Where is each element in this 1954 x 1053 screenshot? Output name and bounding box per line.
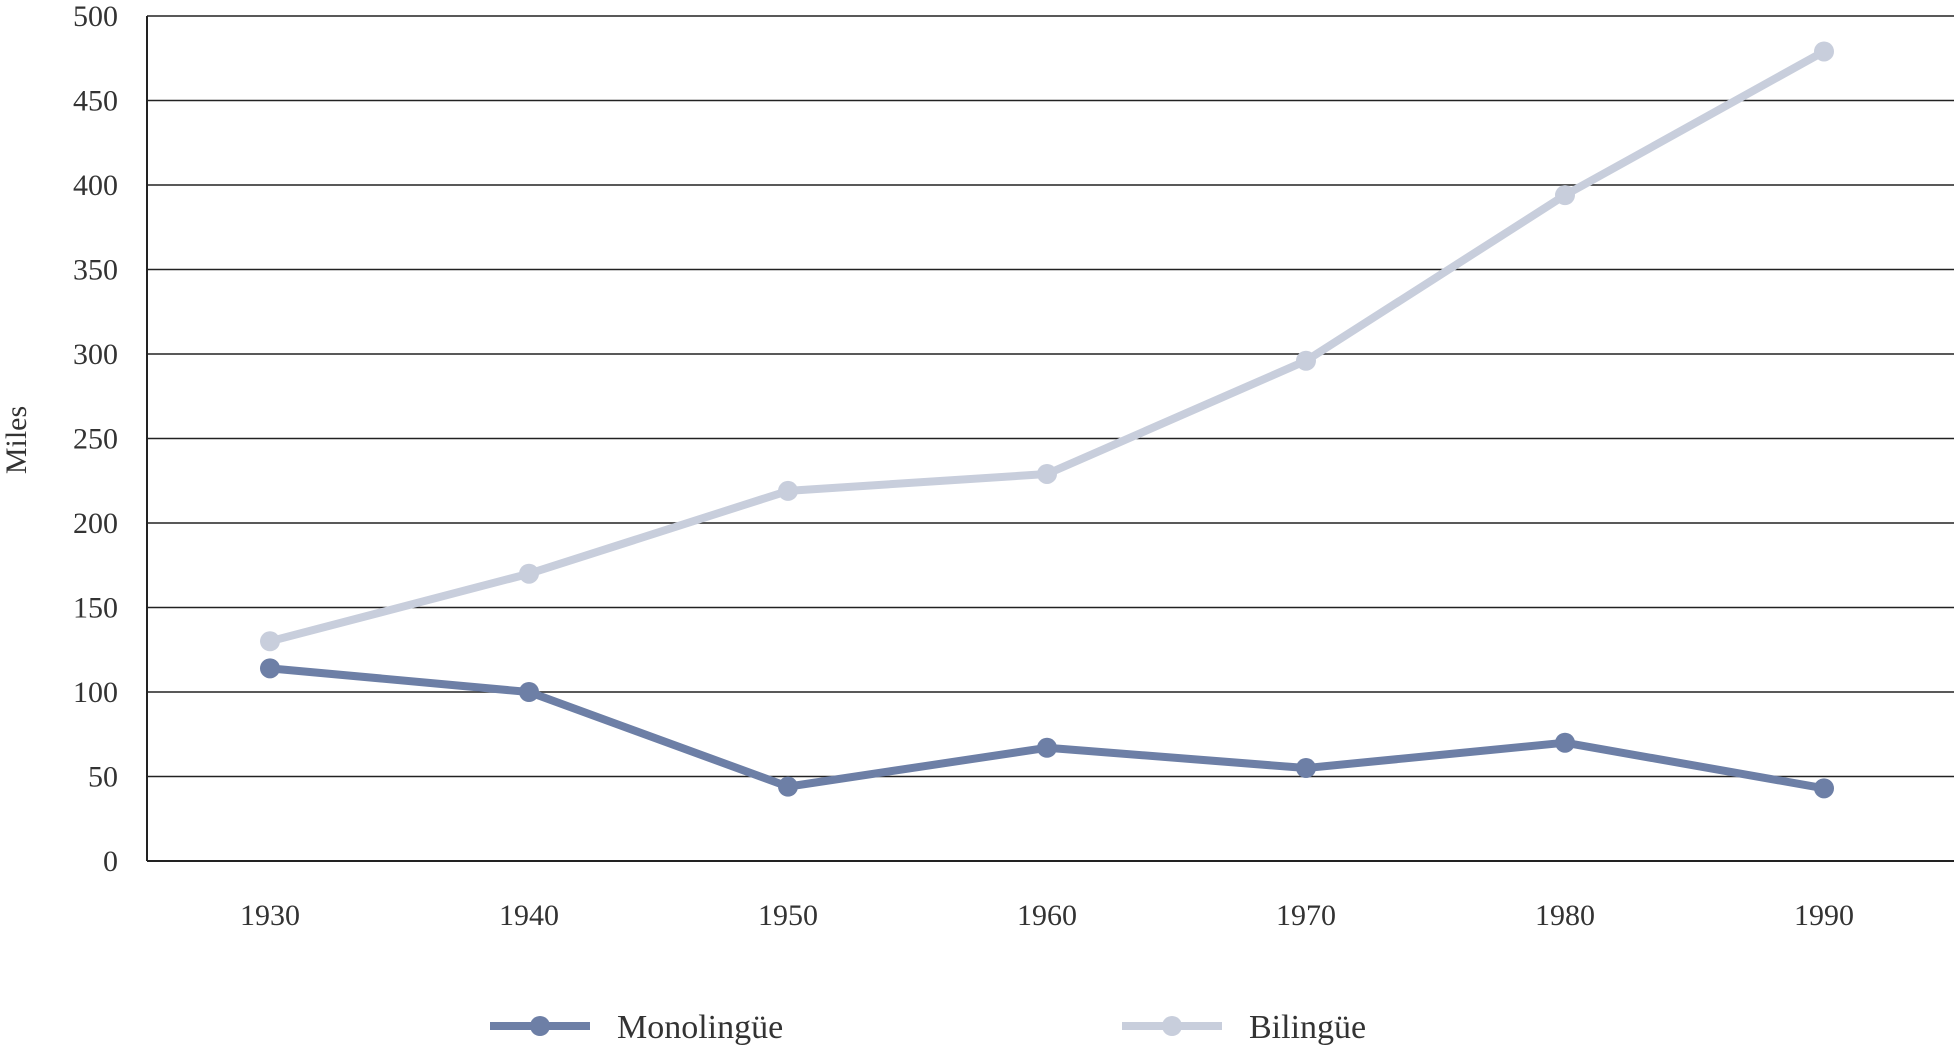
data-point bbox=[260, 631, 280, 652]
data-point bbox=[260, 658, 280, 679]
x-tick-label: 1940 bbox=[499, 899, 559, 932]
y-tick-label: 200 bbox=[73, 507, 118, 540]
y-tick-label: 100 bbox=[73, 676, 118, 709]
data-point bbox=[1296, 758, 1316, 779]
series-line-monolingue bbox=[269, 664, 1825, 793]
x-tick-labels: 1930 1940 1950 1960 1970 1980 1990 bbox=[240, 899, 1854, 932]
data-point bbox=[519, 682, 539, 702]
series-lines bbox=[260, 41, 1834, 799]
data-point bbox=[1037, 737, 1057, 758]
y-tick-label: 350 bbox=[73, 254, 118, 287]
data-point bbox=[1296, 350, 1316, 371]
data-point bbox=[1814, 778, 1834, 799]
data-point bbox=[1555, 732, 1575, 753]
legend-label: Bilingüe bbox=[1249, 1009, 1366, 1046]
y-tick-label: 450 bbox=[73, 85, 118, 118]
x-tick-label: 1960 bbox=[1017, 899, 1077, 932]
data-point bbox=[519, 563, 539, 584]
y-axis-label: Miles bbox=[0, 406, 33, 474]
data-point bbox=[778, 776, 798, 797]
data-point bbox=[1814, 41, 1834, 62]
y-tick-label: 500 bbox=[73, 0, 118, 33]
legend: Monolingüe Bilingüe bbox=[490, 1009, 1366, 1046]
data-point bbox=[778, 480, 798, 501]
x-tick-label: 1980 bbox=[1535, 899, 1595, 932]
y-tick-label: 150 bbox=[73, 592, 118, 625]
y-tick-label: 50 bbox=[88, 761, 118, 794]
y-tick-labels: 0 50 100 150 200 250 300 350 400 450 500 bbox=[73, 0, 118, 878]
legend-label: Monolingüe bbox=[617, 1009, 783, 1046]
gridlines bbox=[146, 15, 1954, 862]
x-tick-label: 1970 bbox=[1276, 899, 1336, 932]
data-point bbox=[1037, 463, 1057, 484]
series-line-bilingue bbox=[268, 47, 1826, 646]
legend-swatch-marker bbox=[530, 1016, 550, 1036]
y-tick-label: 0 bbox=[103, 845, 118, 878]
legend-swatch-marker bbox=[1162, 1016, 1182, 1036]
y-tick-label: 250 bbox=[73, 423, 118, 456]
x-tick-label: 1950 bbox=[758, 899, 818, 932]
y-tick-label: 300 bbox=[73, 338, 118, 371]
x-tick-label: 1990 bbox=[1794, 899, 1854, 932]
data-point bbox=[1555, 185, 1575, 206]
y-tick-label: 400 bbox=[73, 169, 118, 202]
x-tick-label: 1930 bbox=[240, 899, 300, 932]
